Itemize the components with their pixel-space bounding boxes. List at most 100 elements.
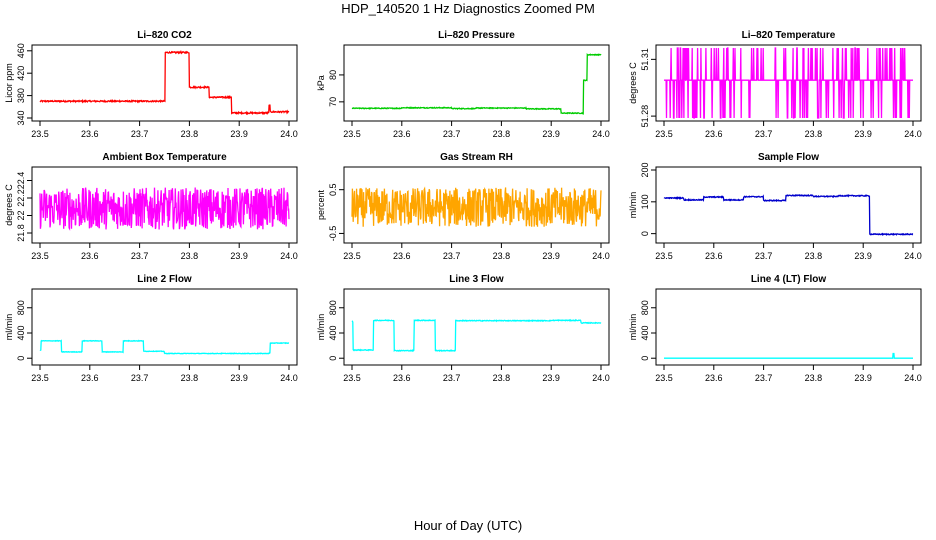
y-tick-label: 420: [16, 66, 26, 81]
panel-title: Line 3 Flow: [449, 274, 504, 285]
x-tick-label: 23.7: [755, 373, 773, 383]
x-tick-label: 23.8: [805, 129, 823, 139]
series-line: [351, 186, 602, 227]
plot-frame: [31, 288, 298, 366]
series-line: [351, 318, 602, 353]
y-tick-label: 51.28: [640, 105, 650, 128]
x-tick-label: 23.5: [343, 251, 361, 261]
x-tick-label: 23.6: [705, 129, 723, 139]
y-tick-label: 0: [640, 356, 650, 361]
x-tick-label: 24.0: [592, 373, 610, 383]
y-tick-label: -0.5: [328, 226, 338, 242]
x-tick-label: 23.9: [854, 251, 872, 261]
y-axis-label: degrees C: [628, 62, 638, 104]
x-tick-label: 23.6: [81, 373, 99, 383]
x-tick-label: 23.5: [655, 251, 673, 261]
series-line: [39, 187, 290, 231]
x-axis-caption: Hour of Day (UTC): [413, 518, 523, 533]
y-tick-label: 0: [16, 356, 26, 361]
x-tick-label: 23.8: [181, 373, 199, 383]
figure-title: HDP_140520 1 Hz Diagnostics Zoomed PM: [341, 1, 595, 16]
y-tick-label: 100: [640, 194, 650, 209]
plot-frame: [655, 44, 922, 122]
x-tick-label: 23.6: [81, 129, 99, 139]
y-axis-label: percent: [316, 189, 326, 220]
x-tick-label: 23.6: [705, 251, 723, 261]
x-tick-label: 23.5: [343, 129, 361, 139]
x-tick-label: 24.0: [592, 251, 610, 261]
x-tick-label: 24.0: [592, 129, 610, 139]
x-tick-label: 23.9: [854, 373, 872, 383]
x-tick-label: 23.7: [755, 251, 773, 261]
y-axis-label: degrees C: [4, 184, 14, 226]
x-tick-label: 23.9: [542, 251, 560, 261]
plot-frame: [655, 166, 922, 244]
panel-title: Li–820 CO2: [137, 30, 192, 41]
plot-frame: [31, 44, 298, 122]
y-tick-label: 0: [640, 231, 650, 236]
panel-title: Gas Stream RH: [440, 152, 513, 163]
y-tick-label: 340: [16, 110, 26, 125]
plot-frame: [655, 288, 922, 366]
x-tick-label: 23.5: [31, 251, 49, 261]
y-tick-label: 22.4: [16, 172, 26, 190]
x-tick-label: 23.9: [854, 129, 872, 139]
x-tick-label: 24.0: [904, 373, 922, 383]
plot-frame: [343, 166, 610, 244]
y-tick-label: 800: [16, 300, 26, 315]
x-tick-label: 23.8: [493, 373, 511, 383]
x-tick-label: 23.6: [393, 251, 411, 261]
panel-title: Line 4 (LT) Flow: [751, 274, 827, 285]
y-tick-label: 51.31: [640, 48, 650, 71]
x-tick-label: 23.6: [705, 373, 723, 383]
y-tick-label: 800: [328, 300, 338, 315]
x-tick-label: 24.0: [280, 373, 298, 383]
y-tick-label: 800: [640, 300, 650, 315]
x-tick-label: 23.8: [805, 251, 823, 261]
x-tick-label: 23.7: [443, 129, 461, 139]
y-axis-label: ml/min: [628, 314, 638, 341]
x-tick-label: 23.7: [755, 129, 773, 139]
y-axis-label: ml/min: [316, 314, 326, 341]
x-tick-label: 24.0: [904, 129, 922, 139]
y-tick-label: 80: [328, 70, 338, 80]
y-axis-label: Licor ppm: [4, 63, 14, 103]
y-tick-label: 70: [328, 97, 338, 107]
x-tick-label: 23.7: [131, 129, 149, 139]
series-line: [663, 193, 914, 236]
x-tick-label: 23.9: [230, 373, 248, 383]
y-tick-label: 400: [16, 325, 26, 340]
y-tick-label: 400: [328, 325, 338, 340]
x-tick-label: 23.9: [230, 251, 248, 261]
y-tick-label: 460: [16, 43, 26, 58]
x-tick-label: 23.8: [493, 251, 511, 261]
x-tick-label: 23.5: [31, 129, 49, 139]
y-tick-label: 21.8: [16, 224, 26, 242]
x-tick-label: 23.9: [542, 373, 560, 383]
x-tick-label: 23.8: [493, 129, 511, 139]
panel-title: Sample Flow: [758, 152, 819, 163]
y-axis-label: ml/min: [628, 192, 638, 219]
x-tick-label: 23.6: [393, 373, 411, 383]
y-tick-label: 0: [328, 356, 338, 361]
y-axis-label: kPa: [316, 75, 326, 91]
x-tick-label: 23.5: [343, 373, 361, 383]
series-line: [351, 52, 602, 116]
x-tick-label: 23.5: [655, 373, 673, 383]
panel-title: Li–820 Pressure: [438, 30, 515, 41]
series-line: [664, 352, 913, 359]
y-tick-label: 22.2: [16, 189, 26, 207]
series-line: [664, 47, 913, 119]
y-axis-label: ml/min: [4, 314, 14, 341]
y-tick-label: 200: [640, 162, 650, 177]
plot-frame: [343, 288, 610, 366]
y-tick-label: 380: [16, 88, 26, 103]
x-tick-label: 23.7: [131, 251, 149, 261]
x-tick-label: 24.0: [280, 251, 298, 261]
x-tick-label: 23.9: [230, 129, 248, 139]
plot-frame: [31, 166, 298, 244]
x-tick-label: 23.5: [655, 129, 673, 139]
x-tick-label: 23.6: [81, 251, 99, 261]
x-tick-label: 23.8: [181, 251, 199, 261]
